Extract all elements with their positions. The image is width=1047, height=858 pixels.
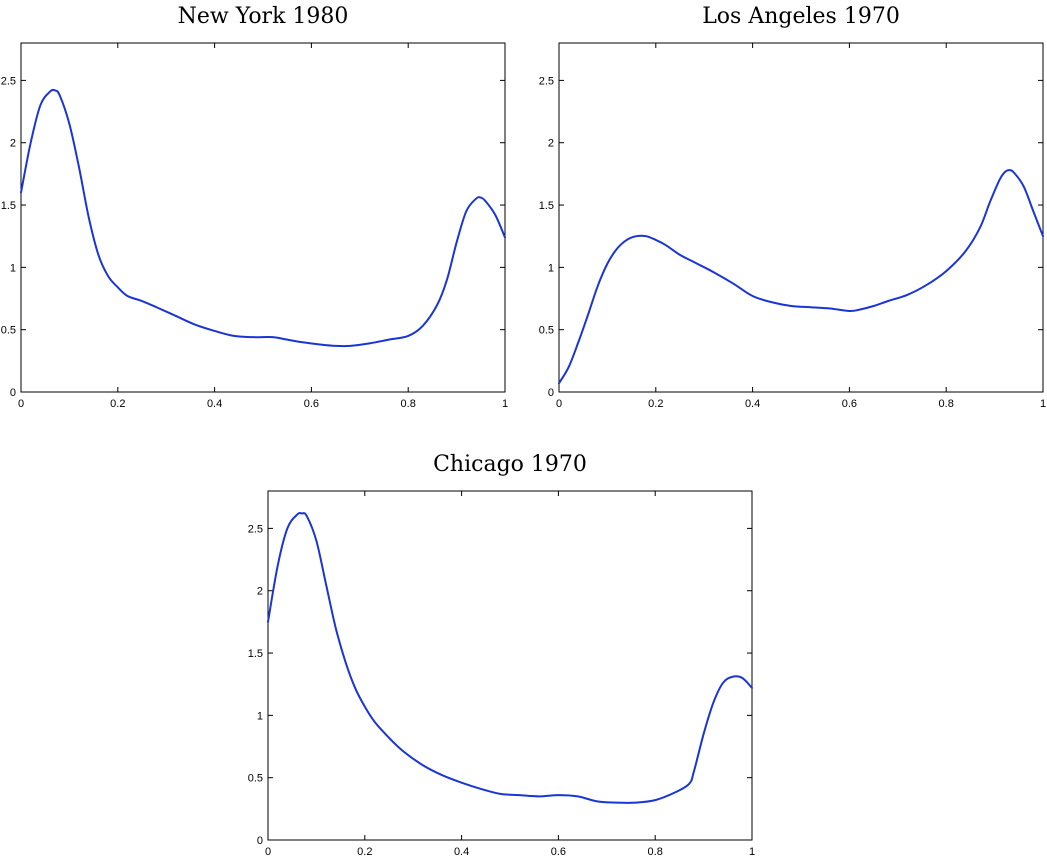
x-tick-label-1: 1 bbox=[749, 846, 755, 858]
y-tick-label-2: 2 bbox=[10, 138, 16, 150]
x-tick-label-0: 0 bbox=[18, 398, 24, 410]
series-line-1 bbox=[20, 88, 506, 348]
chart-panel-3: Chicago 1970 0 0.2 0.4 0.6 0.8 1 0 0.5 1 1.5 2 2.5 bbox=[248, 452, 755, 858]
y-tick-label-1-5: 1.5 bbox=[248, 648, 263, 660]
y-tick-label-1-5: 1.5 bbox=[1, 200, 16, 212]
x-tick-label-0-6: 0.6 bbox=[304, 398, 319, 410]
x-tick-label-0-6: 0.6 bbox=[551, 846, 566, 858]
x-tick-label-0-2: 0.2 bbox=[357, 846, 372, 858]
y-tick-label-2-5: 2.5 bbox=[1, 75, 16, 87]
x-tick-label-0: 0 bbox=[265, 846, 271, 858]
x-tick-label-0-6: 0.6 bbox=[842, 398, 857, 410]
x-tick-label-1: 1 bbox=[1040, 398, 1046, 410]
y-tick-label-0-5: 0.5 bbox=[248, 773, 263, 785]
y-tick-label-0: 0 bbox=[10, 387, 16, 399]
chart-panel-1: New York 1980 0 0.2 0.4 0.6 0.8 1 0 0.5 1 1.5 2 2.5 bbox=[1, 4, 508, 410]
plot-frame bbox=[267, 490, 753, 841]
y-tick-label-1: 1 bbox=[10, 262, 16, 274]
plot-frame bbox=[20, 42, 506, 393]
x-tick-label-0: 0 bbox=[556, 398, 562, 410]
x-tick-label-0-8: 0.8 bbox=[648, 846, 663, 858]
plot-frame bbox=[558, 42, 1044, 393]
x-tick-label-0-2: 0.2 bbox=[110, 398, 125, 410]
x-tick-label-0-4: 0.4 bbox=[745, 398, 760, 410]
y-tick-label-1-5: 1.5 bbox=[539, 200, 554, 212]
x-tick-label-0-2: 0.2 bbox=[648, 398, 663, 410]
x-tick-label-0-4: 0.4 bbox=[454, 846, 469, 858]
y-tick-label-2: 2 bbox=[257, 586, 263, 598]
x-tick-label-0-8: 0.8 bbox=[939, 398, 954, 410]
y-tick-label-0-5: 0.5 bbox=[539, 325, 554, 337]
x-tick-label-1: 1 bbox=[502, 398, 508, 410]
series-line-1 bbox=[558, 169, 1044, 385]
y-tick-label-0-5: 0.5 bbox=[1, 325, 16, 337]
y-tick-label-1: 1 bbox=[548, 262, 554, 274]
chart-panel-2: Los Angeles 1970 0 0.2 0.4 0.6 0.8 1 0 0.5 1 1.5 2 2… bbox=[539, 4, 1046, 410]
y-tick-label-2-5: 2.5 bbox=[248, 523, 263, 535]
chart-title: Los Angeles 1970 bbox=[702, 4, 900, 29]
chart-title: New York 1980 bbox=[178, 4, 349, 29]
y-tick-label-2: 2 bbox=[548, 138, 554, 150]
y-tick-label-1: 1 bbox=[257, 710, 263, 722]
y-tick-label-2-5: 2.5 bbox=[539, 75, 554, 87]
x-tick-label-0-4: 0.4 bbox=[207, 398, 222, 410]
y-tick-label-0: 0 bbox=[257, 835, 263, 847]
chart-title: Chicago 1970 bbox=[433, 452, 587, 477]
y-tick-label-0: 0 bbox=[548, 387, 554, 399]
series-line-1 bbox=[267, 512, 753, 804]
x-tick-label-0-8: 0.8 bbox=[401, 398, 416, 410]
